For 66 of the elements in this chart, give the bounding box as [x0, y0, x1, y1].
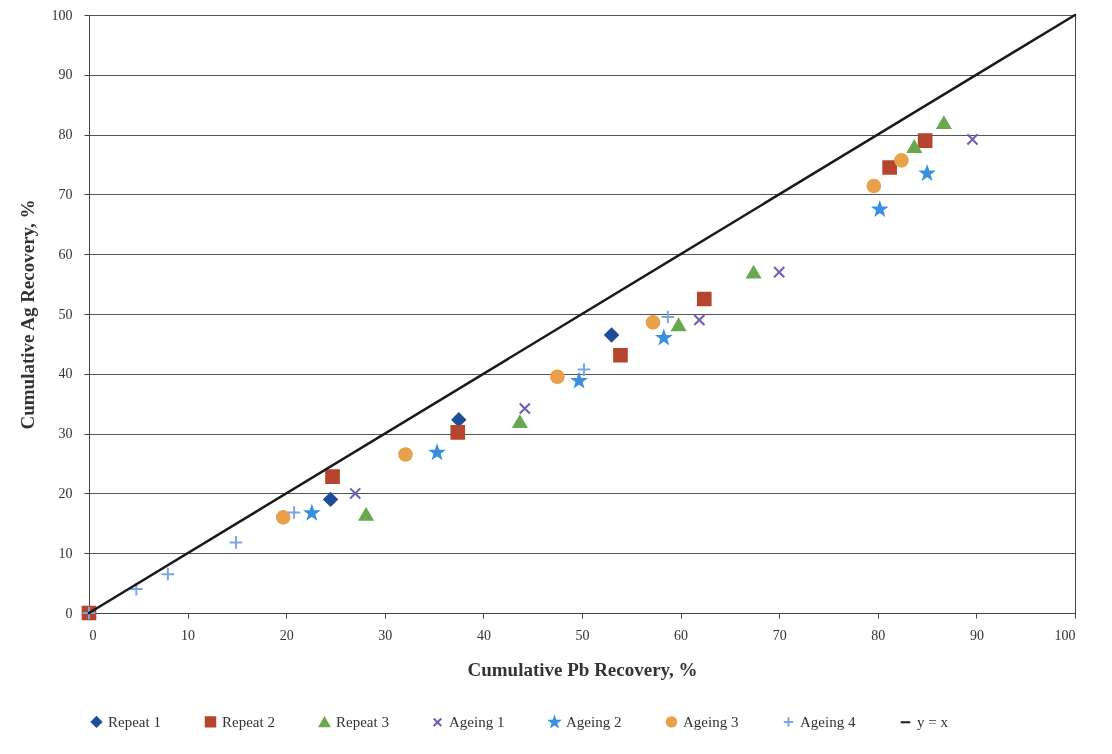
- point: [325, 469, 340, 484]
- x-tick-label: 50: [575, 627, 590, 643]
- point: [693, 313, 706, 327]
- y-tick-label: 20: [58, 485, 73, 501]
- x-tick-label: 70: [772, 627, 787, 643]
- y-tick-label: 60: [58, 246, 73, 262]
- point: [920, 166, 935, 180]
- point: [773, 266, 786, 279]
- legend-label: Ageing 2: [566, 714, 622, 731]
- y-tick-label: 80: [58, 127, 73, 143]
- x-tick-label: 90: [969, 627, 984, 643]
- legend-label: Ageing 1: [449, 714, 505, 731]
- point: [323, 492, 338, 507]
- y-axis-title: Cumulative Ag Recovery, %: [16, 199, 38, 430]
- legend-label: Ageing 3: [683, 713, 739, 730]
- y-tick-label: 10: [58, 545, 73, 561]
- x-axis-title: Cumulative Pb Recovery, %: [467, 658, 698, 680]
- point: [645, 315, 661, 330]
- legend-label: Repeat 2: [222, 713, 275, 730]
- point: [576, 362, 592, 377]
- point: [746, 265, 761, 279]
- point: [512, 415, 528, 429]
- point: [358, 507, 374, 521]
- legend-label: y = x: [917, 714, 949, 731]
- point: [304, 505, 319, 520]
- point: [604, 327, 619, 343]
- point: [866, 178, 882, 194]
- legend-label: Ageing 4: [800, 713, 856, 730]
- x-tick-label: 40: [476, 627, 491, 643]
- x-tick-label: 10: [181, 627, 196, 643]
- y-tick-label: 40: [58, 366, 73, 382]
- point: [936, 116, 952, 130]
- x-tick-label: 60: [674, 627, 689, 643]
- y-tick-label: 30: [58, 426, 73, 442]
- y-tick-label: 70: [58, 186, 73, 202]
- point: [894, 153, 909, 168]
- x-tick-label: 20: [279, 627, 294, 643]
- point: [430, 445, 445, 459]
- point: [160, 566, 176, 582]
- point: [917, 133, 933, 148]
- x-tick-label: 100: [1054, 627, 1076, 643]
- point: [613, 347, 628, 363]
- legend-label: Repeat 3: [336, 714, 389, 731]
- point: [275, 510, 291, 525]
- y-tick-label: 90: [58, 67, 73, 83]
- point: [671, 318, 686, 332]
- point: [966, 133, 979, 146]
- y-tick-label: 0: [65, 605, 73, 621]
- point: [398, 447, 413, 462]
- x-tick-label: 0: [89, 627, 97, 643]
- legend-label: Repeat 1: [108, 713, 161, 730]
- point: [906, 140, 922, 154]
- point: [286, 505, 302, 520]
- point: [882, 160, 897, 175]
- point: [696, 291, 712, 307]
- y-tick-label: 50: [58, 306, 73, 322]
- point: [660, 309, 676, 325]
- point: [518, 402, 531, 415]
- y-tick-label: 100: [51, 7, 73, 23]
- x-tick-label: 30: [378, 627, 393, 643]
- point: [228, 535, 244, 550]
- point: [450, 425, 466, 440]
- point: [872, 202, 887, 216]
- point: [349, 487, 362, 500]
- point: [550, 369, 565, 385]
- x-tick-label: 80: [871, 627, 886, 643]
